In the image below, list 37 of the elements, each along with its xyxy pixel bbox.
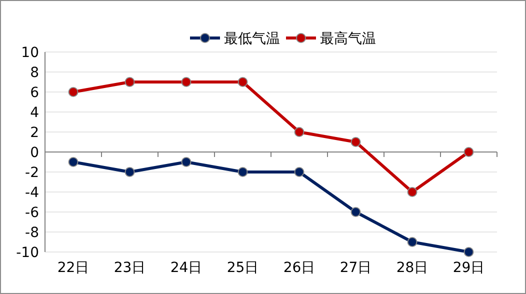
point xyxy=(238,167,248,177)
point xyxy=(181,77,192,87)
y-tick-label: 4 xyxy=(30,105,40,121)
y-tick-label: 2 xyxy=(30,125,39,141)
x-tick-label: 26日 xyxy=(283,260,316,276)
x-tick-label: 28日 xyxy=(396,260,428,276)
point xyxy=(407,237,418,247)
y-tick-label: -8 xyxy=(25,225,39,241)
point xyxy=(350,137,361,147)
point xyxy=(407,187,418,197)
legend-label: 最高气温 xyxy=(320,31,376,47)
point xyxy=(238,77,248,87)
x-tick-label: 27日 xyxy=(340,260,372,276)
x-tick-label: 29日 xyxy=(452,260,485,276)
y-tick-label: 10 xyxy=(21,45,39,61)
point xyxy=(464,147,474,157)
point xyxy=(68,87,78,97)
point xyxy=(124,167,135,177)
x-tick-label: 24日 xyxy=(170,260,202,276)
point xyxy=(294,167,304,177)
legend-label: 最低气温 xyxy=(224,31,280,47)
point xyxy=(294,127,304,137)
y-tick-label: -4 xyxy=(25,185,40,201)
point xyxy=(464,247,474,257)
y-tick-label: -6 xyxy=(25,205,40,221)
y-tick-label: 0 xyxy=(30,145,39,161)
x-tick-label: 22日 xyxy=(57,260,90,276)
point xyxy=(350,207,361,217)
y-tick-label: -10 xyxy=(16,245,39,261)
point xyxy=(181,157,192,167)
x-tick-label: 25日 xyxy=(226,260,259,276)
y-tick-label: 8 xyxy=(30,65,39,81)
point xyxy=(124,77,135,87)
x-tick-label: 23日 xyxy=(114,260,146,276)
y-tick-label: -2 xyxy=(25,165,39,181)
point xyxy=(68,157,78,167)
y-tick-label: 6 xyxy=(30,85,40,101)
